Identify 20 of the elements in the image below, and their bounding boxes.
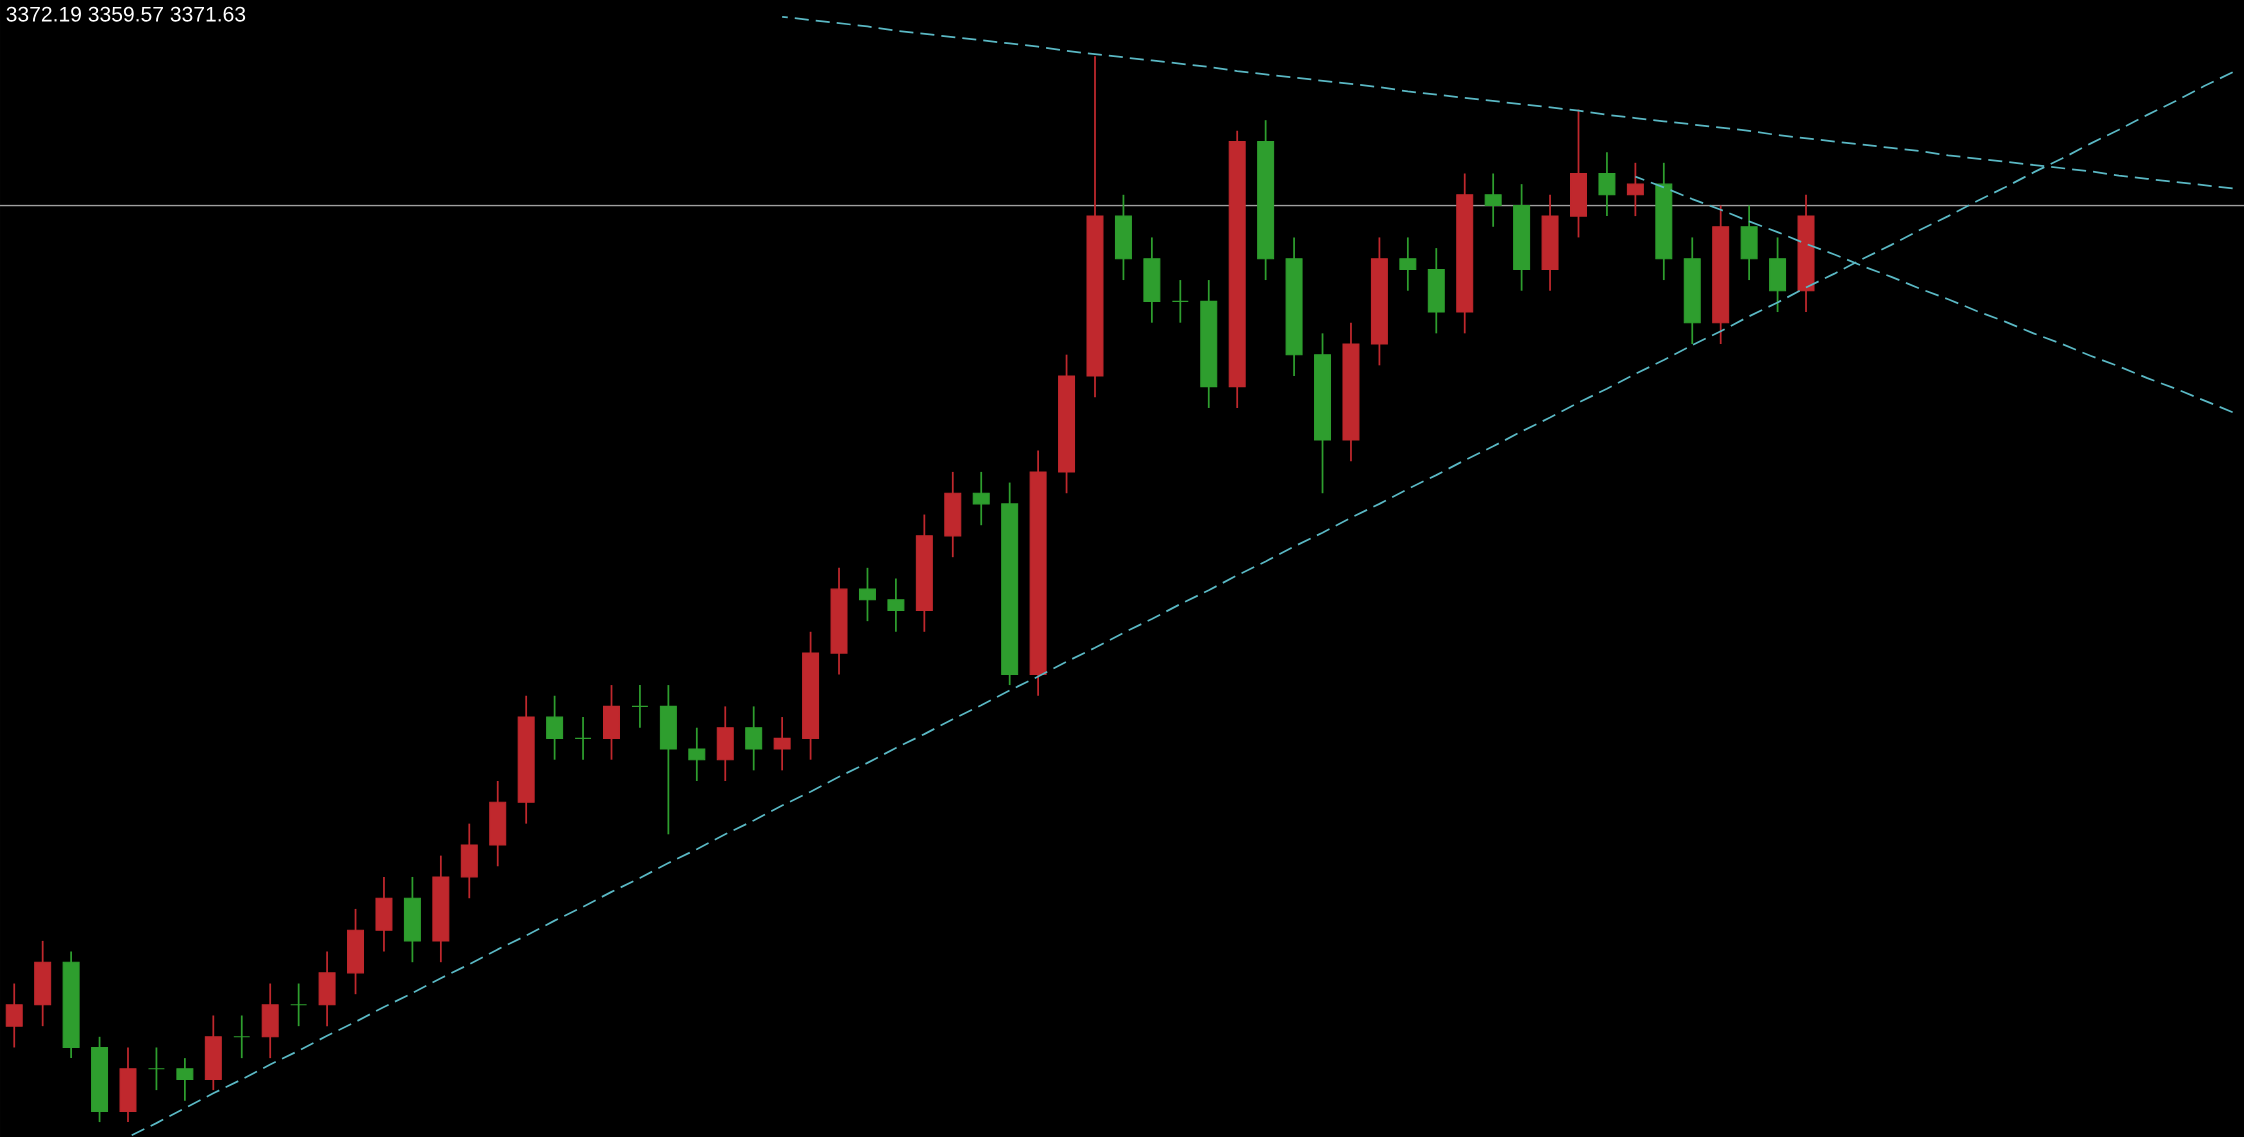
candlestick xyxy=(546,694,564,761)
candlestick xyxy=(233,1014,251,1059)
candlestick xyxy=(1171,279,1189,324)
candlestick xyxy=(1626,161,1644,217)
candlestick xyxy=(1598,151,1616,217)
candlestick xyxy=(176,1057,194,1102)
candlestick xyxy=(631,684,649,729)
candlestick xyxy=(887,577,905,633)
candlestick xyxy=(1399,236,1417,292)
candlestick xyxy=(574,716,592,761)
candlestick xyxy=(5,982,23,1049)
candlestick xyxy=(688,726,706,782)
text: 3372.19 3359.57 3371.63 xyxy=(6,6,246,22)
candlestick xyxy=(858,566,876,623)
candlestick xyxy=(1484,172,1502,228)
candlestick xyxy=(773,716,791,772)
candlestick xyxy=(745,705,763,772)
candlestick xyxy=(972,471,990,527)
candlestick xyxy=(290,982,308,1028)
candlestick xyxy=(147,1046,165,1091)
